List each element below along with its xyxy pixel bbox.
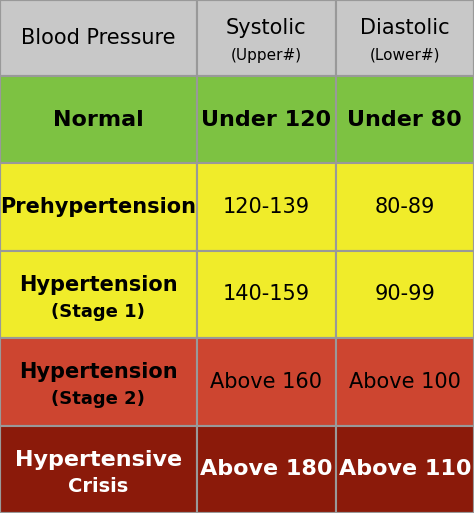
Text: (Stage 1): (Stage 1): [51, 303, 146, 321]
Bar: [0, 163, 197, 251]
Text: 140-159: 140-159: [223, 285, 310, 304]
Bar: [197, 0, 336, 76]
Bar: [197, 426, 336, 513]
Text: Crisis: Crisis: [68, 477, 128, 496]
Text: Under 80: Under 80: [347, 110, 462, 130]
Bar: [0, 251, 197, 338]
Bar: [0, 76, 197, 163]
Text: 90-99: 90-99: [374, 285, 435, 304]
Text: Above 160: Above 160: [210, 372, 322, 392]
Text: Diastolic: Diastolic: [360, 18, 450, 38]
Bar: [197, 76, 336, 163]
Text: Systolic: Systolic: [226, 18, 307, 38]
Text: Hypertensive: Hypertensive: [15, 450, 182, 470]
Text: 120-139: 120-139: [223, 197, 310, 217]
Bar: [0, 0, 197, 76]
Text: Hypertension: Hypertension: [19, 275, 178, 295]
Text: Above 110: Above 110: [338, 459, 471, 479]
Bar: [197, 251, 336, 338]
Bar: [0, 426, 197, 513]
Bar: [336, 76, 474, 163]
Text: Above 180: Above 180: [200, 459, 332, 479]
Text: Normal: Normal: [53, 110, 144, 130]
Bar: [197, 163, 336, 251]
Bar: [336, 251, 474, 338]
Text: Hypertension: Hypertension: [19, 362, 178, 382]
Bar: [0, 338, 197, 426]
Text: Prehypertension: Prehypertension: [0, 197, 196, 217]
Bar: [197, 338, 336, 426]
Text: Above 100: Above 100: [349, 372, 461, 392]
Text: (Stage 2): (Stage 2): [51, 390, 146, 408]
Text: 80-89: 80-89: [374, 197, 435, 217]
Bar: [336, 338, 474, 426]
Bar: [336, 163, 474, 251]
Text: Blood Pressure: Blood Pressure: [21, 28, 175, 48]
Text: (Upper#): (Upper#): [230, 48, 302, 63]
Text: (Lower#): (Lower#): [370, 48, 440, 63]
Bar: [336, 0, 474, 76]
Bar: [336, 426, 474, 513]
Text: Under 120: Under 120: [201, 110, 331, 130]
